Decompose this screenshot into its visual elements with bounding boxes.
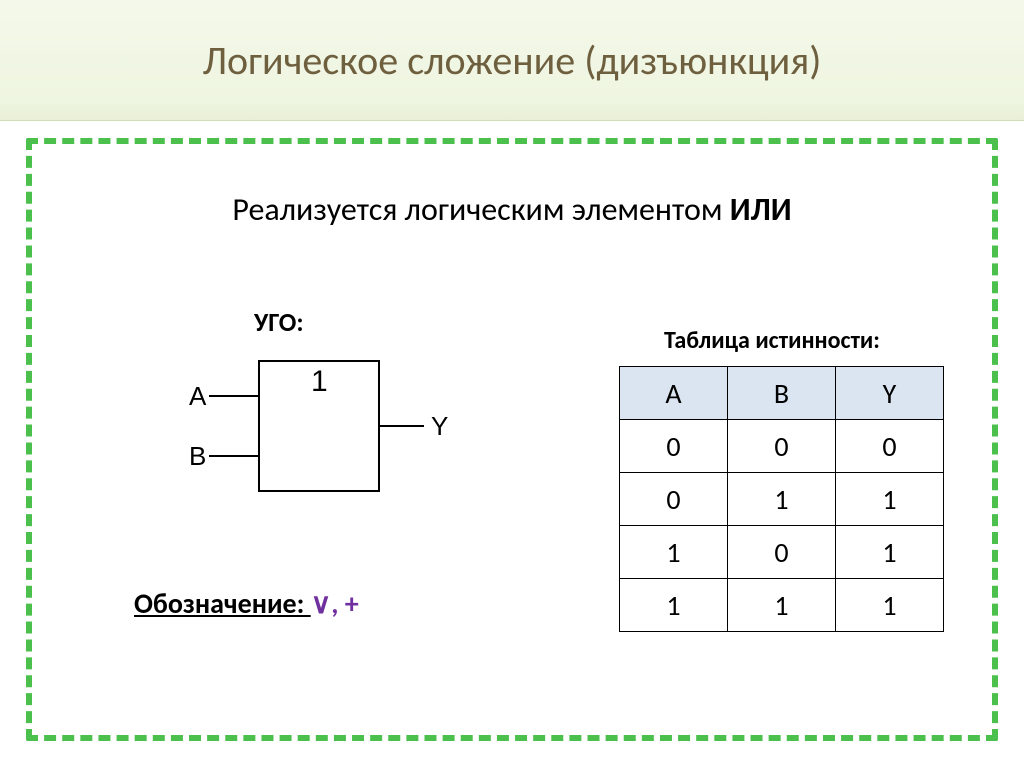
table-row: 1 1 1 (620, 579, 944, 632)
cell: 0 (728, 526, 836, 579)
notation-line: Обозначение: ∨, + (134, 586, 359, 621)
col-header-y: Y (836, 367, 944, 420)
col-header-b: B (728, 367, 836, 420)
cell: 0 (728, 420, 836, 473)
cell: 0 (620, 420, 728, 473)
col-header-a: A (620, 367, 728, 420)
implements-text: Реализуется логическим элементом (232, 190, 729, 229)
cell: 1 (836, 473, 944, 526)
gate-input-b-label: B (189, 441, 206, 471)
cell: 0 (836, 420, 944, 473)
title-bar: Логическое сложение (дизъюнкция) (0, 0, 1024, 121)
table-row: 0 0 0 (620, 420, 944, 473)
cell: 1 (836, 526, 944, 579)
truth-table: A B Y 0 0 0 0 1 1 (619, 366, 944, 632)
cell: 1 (728, 473, 836, 526)
implements-line: Реализуется логическим элементом ИЛИ (44, 190, 980, 229)
cell: 1 (728, 579, 836, 632)
gate-symbol: 1 (311, 365, 328, 398)
notation-symbols: ∨, + (311, 586, 359, 621)
notation-label: Обозначение: (134, 586, 311, 621)
content-area: Реализуется логическим элементом ИЛИ УГО… (26, 138, 998, 741)
page-title: Логическое сложение (дизъюнкция) (203, 36, 822, 85)
cell: 1 (620, 579, 728, 632)
inner-content: Реализуется логическим элементом ИЛИ УГО… (44, 156, 980, 723)
ugo-label: УГО: (254, 306, 304, 338)
implements-gate-name: ИЛИ (730, 190, 792, 229)
cell: 0 (620, 473, 728, 526)
cell: 1 (620, 526, 728, 579)
or-gate-diagram: A B 1 Y (179, 351, 459, 526)
table-row: 0 1 1 (620, 473, 944, 526)
cell: 1 (836, 579, 944, 632)
table-header-row: A B Y (620, 367, 944, 420)
gate-input-a-label: A (189, 381, 207, 411)
truth-table-label: Таблица истинности: (664, 326, 880, 355)
table-row: 1 0 1 (620, 526, 944, 579)
gate-output-label: Y (431, 411, 448, 441)
